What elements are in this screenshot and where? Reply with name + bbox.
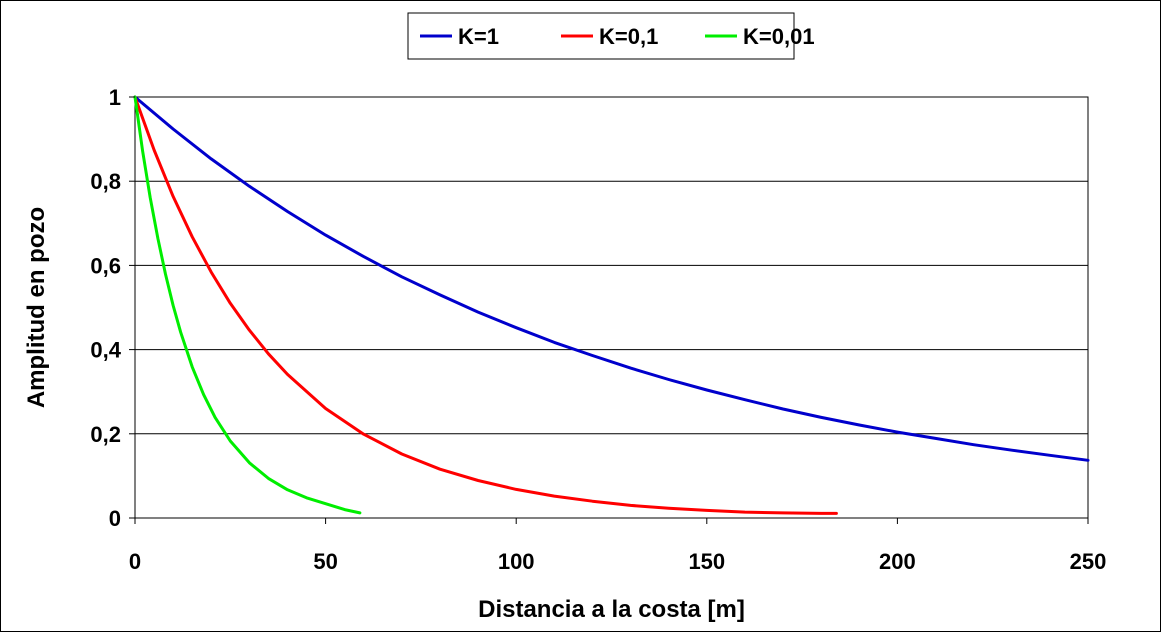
x-tick-label: 100 [498,549,535,574]
x-axis-title: Distancia a la costa [m] [478,596,745,623]
y-tick-label: 0,8 [90,169,121,194]
series-line-0 [133,95,1090,462]
y-tick-label: 0,6 [90,253,121,278]
x-tick-label: 150 [688,549,725,574]
legend-label-2: K=0,01 [743,24,815,49]
grid [135,96,1088,435]
y-tick-label: 0 [109,506,121,531]
series-line-1 [133,95,838,515]
y-tick-label: 1 [109,85,121,110]
y-axis-title: Amplitud en pozo [23,207,50,408]
x-tick-label: 50 [313,549,337,574]
axes: 0 0,2 0,4 0,6 0,8 1 0 50 100 150 200 250 [90,85,1106,574]
x-tick-label: 250 [1070,549,1107,574]
legend-label-0: K=1 [458,24,499,49]
y-tick-label: 0,2 [90,422,121,447]
y-tick-label: 0,4 [90,338,121,363]
plot-area [134,96,1089,519]
legend-label-1: K=0,1 [599,24,658,49]
x-tick-label: 200 [879,549,916,574]
x-tick-label: 0 [129,549,141,574]
series-line-2 [133,95,362,515]
legend: K=1 K=0,1 K=0,01 [407,12,815,60]
series-layer [133,95,1090,515]
